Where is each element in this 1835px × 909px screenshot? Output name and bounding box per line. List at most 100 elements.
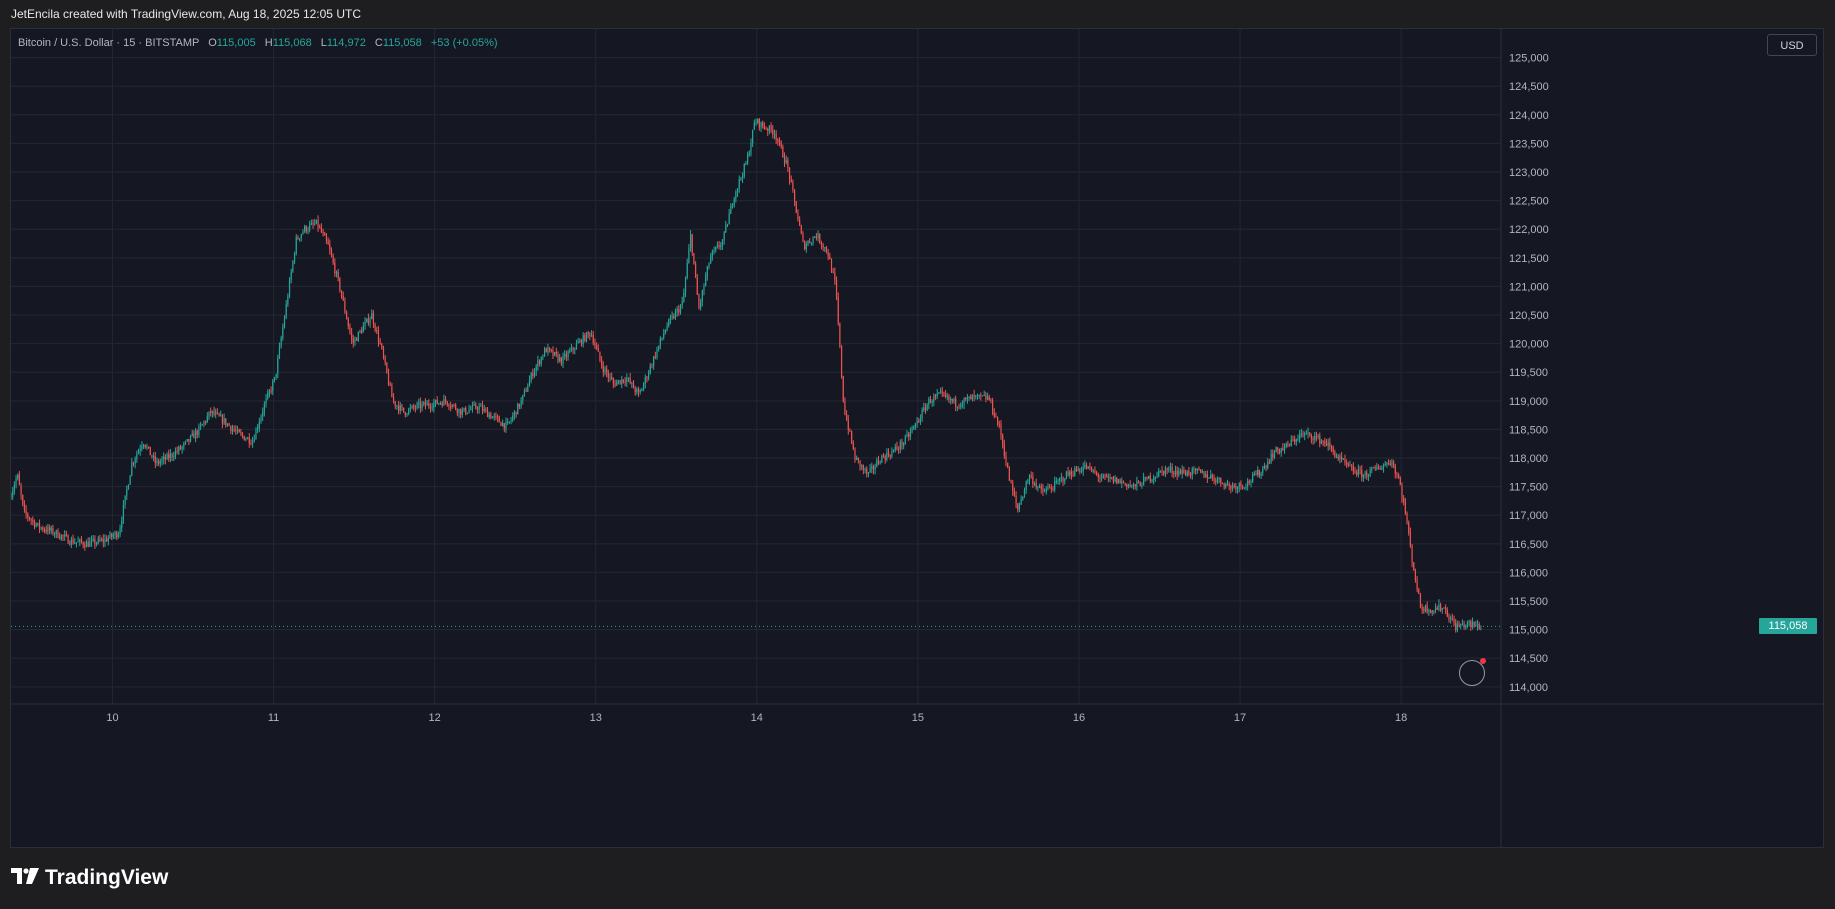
change-value: +53 (+0.05%) (430, 37, 498, 49)
candle-body (434, 399, 437, 404)
candle-body (1111, 477, 1113, 479)
candle-body (1382, 465, 1385, 468)
candle-body (1097, 474, 1099, 478)
candle-body (1007, 462, 1009, 468)
candle-body (1424, 605, 1427, 611)
candle-body (1263, 466, 1266, 469)
candle-body (923, 407, 925, 410)
candle-body (1079, 469, 1081, 472)
candle-body (736, 188, 739, 192)
candle-body (986, 396, 989, 400)
candle-body (1372, 466, 1375, 469)
candle-body (1448, 616, 1450, 620)
candle-body (106, 538, 108, 542)
y-tick-label: 121,000 (1509, 281, 1549, 293)
candle-body (345, 311, 348, 320)
candle-body (307, 229, 309, 232)
candle-body (418, 402, 420, 404)
candle-body (196, 431, 198, 435)
candle-body (1339, 456, 1341, 459)
candle-body (1121, 481, 1123, 484)
candle-body (240, 432, 242, 434)
candle-body (1027, 480, 1029, 482)
candle-body (1148, 476, 1150, 479)
currency-button[interactable]: USD (1767, 34, 1817, 56)
chart-panel[interactable]: 114,000 114,500 115,000 115,500 116,000 116,5… (10, 28, 1824, 848)
candle-body (416, 403, 418, 408)
candle-body (716, 245, 719, 248)
candle-body (1290, 439, 1292, 446)
candle-body (931, 401, 933, 403)
candle-body (1055, 481, 1057, 483)
candle-body (267, 392, 269, 399)
reset-chart-icon[interactable] (1459, 658, 1486, 686)
candle-body (1408, 522, 1410, 533)
candle-body (441, 403, 443, 406)
candle-body (1409, 532, 1411, 547)
candle-body (642, 383, 645, 390)
candle-body (782, 146, 784, 158)
candle-body (800, 225, 802, 234)
candle-body (424, 402, 427, 406)
candle-body (1084, 464, 1086, 468)
candle-body (844, 401, 846, 415)
candle-body (1174, 470, 1177, 474)
candle-body (67, 535, 69, 544)
tradingview-logo[interactable]: TradingView (11, 865, 168, 891)
candle-body (314, 223, 316, 225)
candle-body (354, 338, 356, 343)
candle-body (241, 433, 244, 437)
candle-body (564, 354, 566, 356)
candle-body (290, 271, 292, 281)
candle-body (1374, 466, 1376, 469)
candle-body (1090, 466, 1093, 472)
candle-body (169, 453, 172, 459)
candle-body (1312, 438, 1314, 441)
y-tick-label: 114,000 (1509, 682, 1548, 694)
candlestick-chart[interactable]: 114,000 114,500 115,000 115,500 116,000 116,5… (11, 29, 1823, 847)
candle-body (956, 406, 958, 408)
candle-body (275, 373, 277, 378)
candle-body (335, 271, 338, 274)
candle-body (1471, 621, 1474, 626)
candle-body (998, 424, 1000, 426)
candle-body (357, 331, 359, 341)
candle-body (1418, 589, 1420, 594)
candle-body (1221, 483, 1224, 485)
candle-body (159, 461, 161, 464)
candle-body (1280, 448, 1282, 453)
candle-body (72, 539, 74, 544)
candle-body (1351, 465, 1353, 467)
candle-body (1367, 475, 1370, 477)
candle-body (570, 347, 573, 351)
candle-body (825, 247, 828, 252)
candle-body (1265, 466, 1267, 468)
candle-body (594, 343, 596, 346)
candle-body (1124, 483, 1126, 485)
candle-body (1277, 447, 1279, 451)
candle-body (1310, 434, 1312, 439)
candle-body (367, 318, 369, 324)
low-label: L (320, 37, 327, 49)
y-tick-label: 125,000 (1509, 53, 1549, 65)
candle-body (33, 520, 36, 527)
candle-body (981, 395, 984, 397)
candle-body (85, 542, 88, 548)
candle-body (881, 455, 883, 463)
candle-body (1173, 472, 1175, 474)
candle-body (842, 376, 844, 402)
last-price-tag: 115,058 (1759, 618, 1817, 635)
candle-body (215, 412, 217, 415)
candle-body (322, 232, 324, 234)
candle-body (173, 456, 175, 458)
candle-body (332, 256, 334, 263)
candle-body (525, 390, 527, 392)
candle-body (543, 348, 546, 357)
candle-body (471, 405, 474, 410)
candle-body (468, 409, 470, 413)
candle-body (369, 319, 371, 324)
candle-body (569, 350, 571, 353)
candle-body (293, 253, 296, 261)
candle-body (223, 418, 225, 424)
candle-body (741, 176, 744, 178)
